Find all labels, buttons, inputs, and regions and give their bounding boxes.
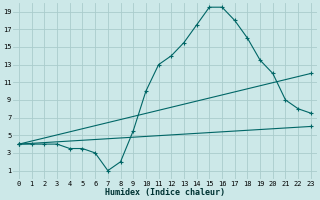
X-axis label: Humidex (Indice chaleur): Humidex (Indice chaleur) <box>105 188 225 197</box>
